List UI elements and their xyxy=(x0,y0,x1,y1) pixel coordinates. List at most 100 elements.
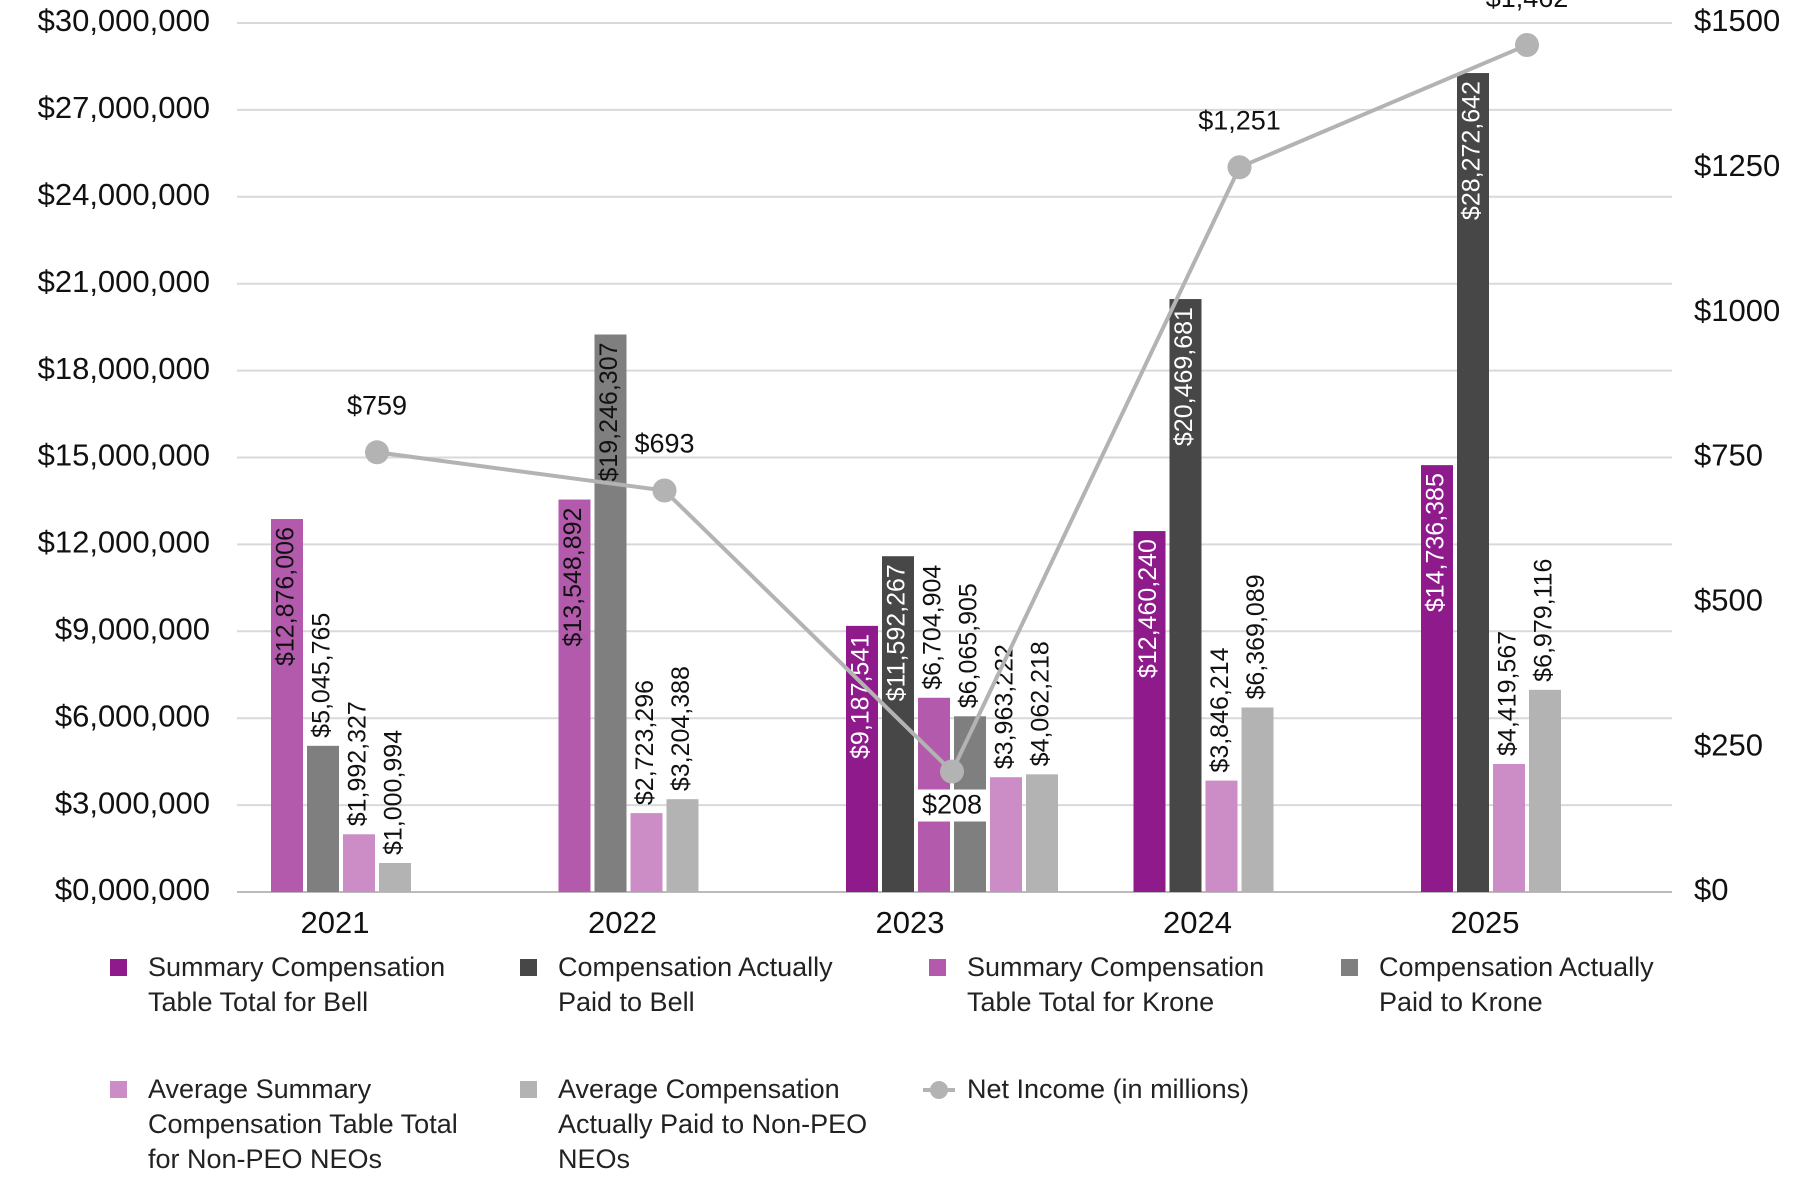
bar xyxy=(379,863,411,892)
value-label: $19,246,307 xyxy=(595,342,623,481)
value-label: $20,469,681 xyxy=(1170,307,1198,446)
bar xyxy=(271,519,303,892)
label-background xyxy=(914,789,990,822)
legend-entry: Average Compensation Actually Paid to No… xyxy=(520,1072,880,1177)
y-tick-label: $24,000,000 xyxy=(38,177,210,212)
bar xyxy=(1493,763,1525,892)
legend-entry: Summary Compensation Table Total for Bel… xyxy=(110,950,470,1020)
y-tick-label: $3,000,000 xyxy=(55,785,210,820)
x-tick-label: 2021 xyxy=(301,905,370,940)
line-point xyxy=(652,478,677,503)
y2-tick-label: $1000 xyxy=(1694,293,1780,328)
bar xyxy=(307,745,339,892)
line-point xyxy=(940,759,964,784)
value-label: $9,187,541 xyxy=(847,634,875,759)
bar xyxy=(846,625,878,892)
bar xyxy=(1241,707,1274,892)
y2-tick-label: $750 xyxy=(1694,438,1763,473)
value-label: $6,704,904 xyxy=(919,565,947,690)
y2-tick-label: $0 xyxy=(1694,872,1728,907)
value-label: $6,065,905 xyxy=(955,583,983,708)
legend-label: Compensation Actually Paid to Krone xyxy=(1379,952,1654,1017)
line-point xyxy=(365,440,389,465)
value-label: $3,204,388 xyxy=(667,666,695,791)
legend-label: Net Income (in millions) xyxy=(967,1074,1250,1104)
chart: $0,000,000 $3,000,000 $6,000,000 $9,000,000… xyxy=(38,0,1781,940)
line-point xyxy=(1227,155,1252,180)
legend-label: Average Summary Compensation Table Total… xyxy=(148,1074,458,1174)
y-tick-label: $18,000,000 xyxy=(38,351,210,386)
legend-marker xyxy=(923,1081,955,1099)
value-label: $12,460,240 xyxy=(1134,539,1162,678)
value-label: $3,846,214 xyxy=(1206,647,1234,772)
bar xyxy=(343,834,375,892)
bar xyxy=(558,499,591,892)
y-tick-label: $27,000,000 xyxy=(38,90,210,125)
bar xyxy=(594,334,627,892)
legend-marker xyxy=(520,959,537,976)
y-tick-label: $0,000,000 xyxy=(55,872,210,907)
bar xyxy=(990,777,1022,892)
line-label: $208 xyxy=(922,790,982,820)
legend-marker xyxy=(929,959,946,976)
legend-entry: Compensation Actually Paid to Krone xyxy=(1341,950,1701,1020)
legend-label: Compensation Actually Paid to Bell xyxy=(558,952,833,1017)
bar xyxy=(1529,689,1561,892)
y2-tick-label: $1500 xyxy=(1694,3,1780,38)
bar xyxy=(882,556,914,892)
legend-label: Summary Compensation Table Total for Bel… xyxy=(148,952,446,1017)
bar xyxy=(1205,780,1238,892)
y-tick-label: $15,000,000 xyxy=(38,438,210,473)
legend-entry: Summary Compensation Table Total for Kro… xyxy=(929,950,1289,1020)
bar xyxy=(1421,465,1453,892)
y-tick-label: $9,000,000 xyxy=(55,611,210,646)
y-tick-label: $12,000,000 xyxy=(38,525,210,560)
value-label: $5,045,765 xyxy=(308,613,336,738)
x-tick-label: 2024 xyxy=(1163,905,1232,940)
legend-label: Summary Compensation Table Total for Kro… xyxy=(967,952,1265,1017)
x-tick-label: 2023 xyxy=(876,905,945,940)
value-label: $14,736,385 xyxy=(1422,473,1450,612)
value-label: $4,062,218 xyxy=(1027,641,1055,766)
line-label: $1,462 xyxy=(1486,0,1569,13)
bar xyxy=(1457,73,1489,892)
y-tick-label: $21,000,000 xyxy=(38,264,210,299)
value-label: $2,723,296 xyxy=(631,680,659,805)
x-tick-label: 2022 xyxy=(588,905,657,940)
legend-entry: Compensation Actually Paid to Bell xyxy=(520,950,880,1020)
y2-tick-label: $500 xyxy=(1694,583,1763,618)
x-tick-label: 2025 xyxy=(1451,905,1520,940)
value-label: $4,419,567 xyxy=(1494,631,1522,756)
legend-entry: Average Summary Compensation Table Total… xyxy=(110,1072,470,1177)
value-label: $11,592,267 xyxy=(883,564,911,701)
line-label: $693 xyxy=(634,429,694,459)
bar xyxy=(1133,531,1166,892)
legend-marker xyxy=(1341,959,1358,976)
bar xyxy=(1169,299,1202,892)
y-tick-label: $30,000,000 xyxy=(38,3,210,38)
bar xyxy=(1026,774,1058,892)
value-label: $1,992,327 xyxy=(344,701,372,826)
value-label: $12,876,006 xyxy=(272,527,300,666)
line xyxy=(376,43,1528,775)
legend-dot xyxy=(930,1081,948,1099)
legend-marker xyxy=(520,1081,537,1098)
value-label: $6,979,116 xyxy=(1530,559,1558,682)
legend-marker xyxy=(110,959,127,976)
bar xyxy=(630,813,663,892)
legend-marker xyxy=(110,1081,127,1098)
legend-entry: Net Income (in millions) xyxy=(923,1072,1289,1107)
value-label: $6,369,089 xyxy=(1242,574,1270,699)
value-label: $1,000,994 xyxy=(380,730,408,855)
y2-tick-label: $250 xyxy=(1694,727,1763,762)
line-label: $759 xyxy=(347,390,407,420)
line-point xyxy=(1515,33,1539,58)
value-label: $13,548,892 xyxy=(559,508,587,647)
value-label: $28,272,642 xyxy=(1458,81,1486,220)
y2-tick-label: $1250 xyxy=(1694,148,1780,183)
y-tick-label: $6,000,000 xyxy=(55,698,210,733)
line-label: $1,251 xyxy=(1198,105,1281,135)
bar xyxy=(666,799,699,892)
legend-label: Average Compensation Actually Paid to No… xyxy=(558,1074,868,1174)
